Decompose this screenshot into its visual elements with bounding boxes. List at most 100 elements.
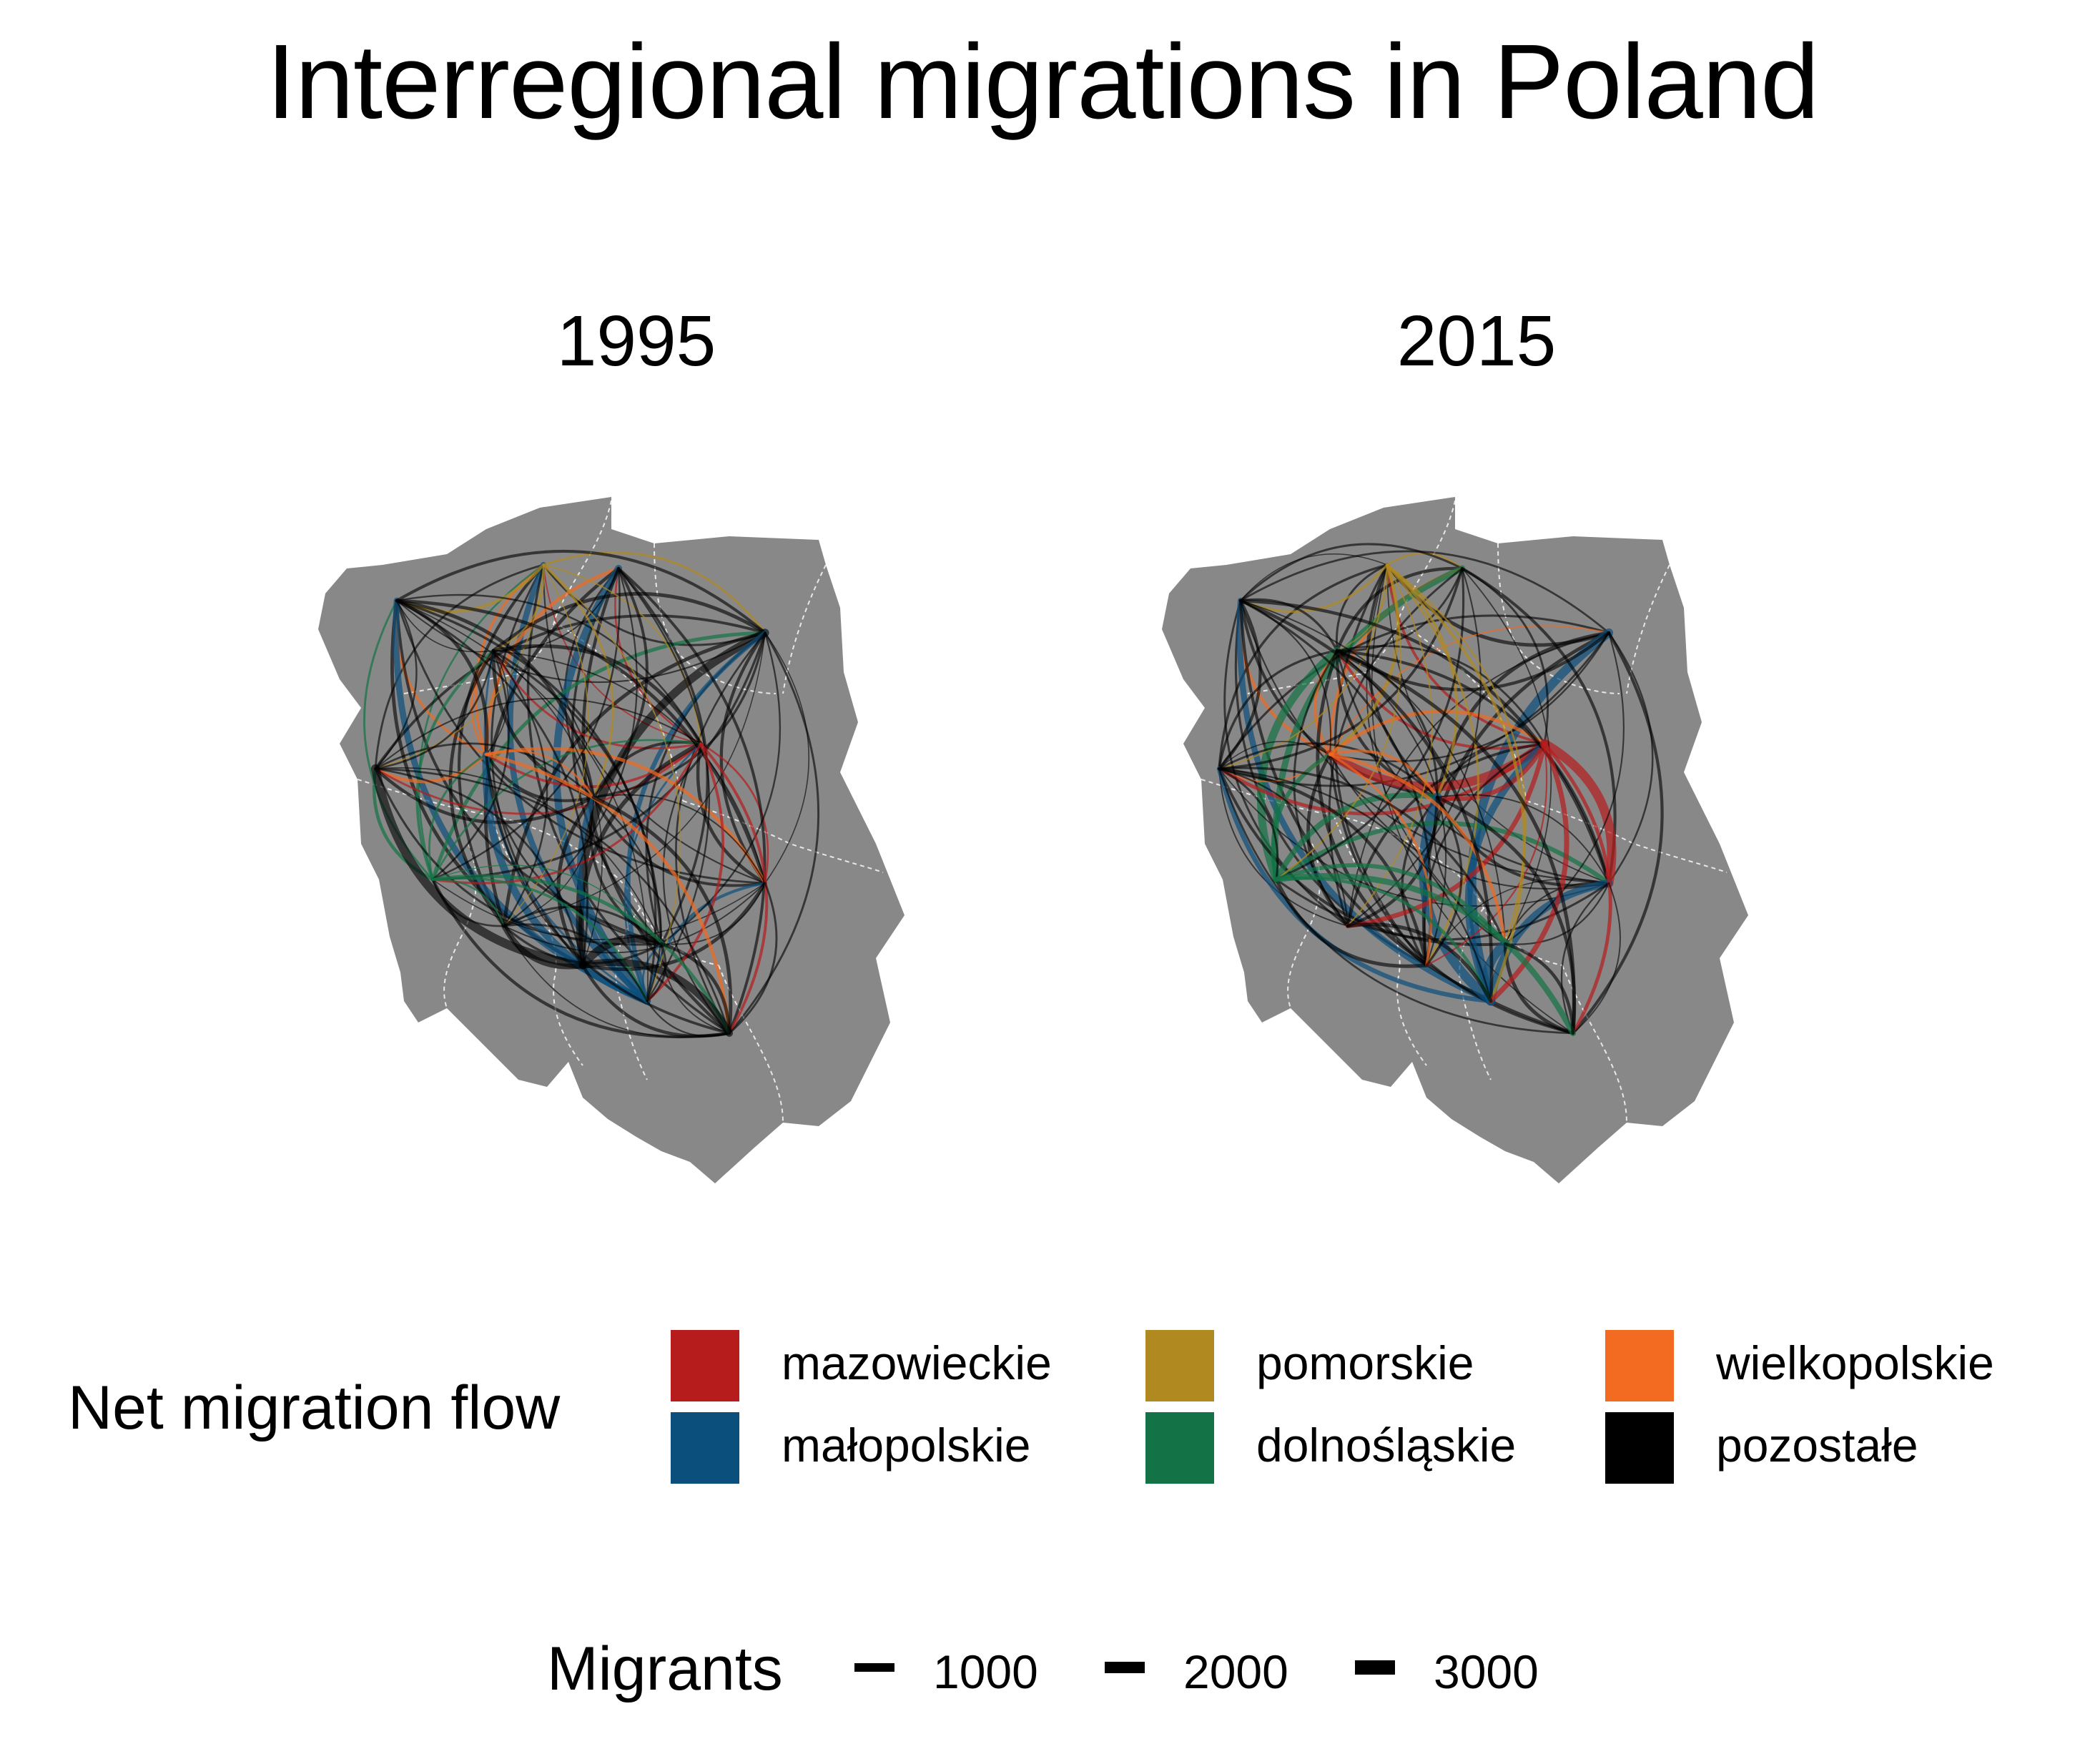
migration-flow — [661, 943, 730, 1034]
legend-swatch — [671, 1412, 739, 1484]
migration-flow — [1316, 649, 1429, 967]
migration-flow — [1419, 792, 1496, 1006]
size-key-line — [1105, 1662, 1145, 1673]
migration-flow — [1218, 631, 1610, 787]
migration-flow — [492, 649, 657, 1002]
migration-flow — [1218, 614, 1610, 770]
migration-flow — [1218, 768, 1349, 927]
migration-flow — [431, 631, 767, 881]
migration-flow — [1329, 753, 1432, 967]
migration-flow — [373, 767, 596, 824]
legend-swatch — [1145, 1330, 1214, 1401]
size-legend-label: 3000 — [1434, 1645, 1539, 1698]
chart-title: Interregional migrations in Poland — [266, 23, 1820, 141]
migration-flow — [617, 567, 710, 1002]
migration-flow — [430, 874, 731, 1035]
region-border — [1497, 543, 1620, 694]
migration-flow — [1434, 741, 1547, 802]
migration-flow — [395, 549, 767, 635]
size-key-line — [854, 1663, 894, 1672]
migration-flow — [542, 551, 767, 634]
size-legend-label: 1000 — [933, 1645, 1038, 1698]
size-key-line — [1355, 1660, 1395, 1675]
migration-flow — [431, 739, 702, 881]
migration-flow — [1306, 752, 1350, 928]
migration-flow — [415, 649, 495, 881]
legend-label: dolnośląskie — [1256, 1419, 1517, 1472]
migration-flow — [1335, 566, 1464, 653]
migration-flow — [374, 599, 418, 770]
migration-flow — [1436, 794, 1610, 884]
region-border — [1287, 843, 1321, 1009]
migration-flow — [396, 600, 494, 653]
migration-flow — [1273, 873, 1577, 1037]
migration-flow — [1328, 709, 1547, 757]
region-border — [654, 543, 777, 694]
size-legend-title: Migrants — [547, 1635, 783, 1703]
migration-flow — [375, 697, 701, 769]
migration-flow — [1275, 563, 1402, 881]
migration-flow — [1460, 566, 1617, 885]
migration-flow — [1217, 598, 1262, 771]
flow-lines-1995 — [363, 549, 819, 1039]
migration-flow — [374, 767, 584, 967]
migration-flow — [591, 795, 733, 1035]
region-border — [553, 621, 684, 802]
region-border — [443, 843, 477, 1009]
migration-flow — [374, 563, 545, 770]
migration-flow — [503, 882, 766, 954]
migration-flow — [646, 1000, 731, 1037]
panel-title-2015: 2015 — [1396, 301, 1557, 381]
migration-flow — [1274, 877, 1429, 968]
map-panel-2015 — [1162, 497, 1748, 1183]
panel-title-1995: 1995 — [556, 301, 716, 381]
legend-title: Net migration flow — [68, 1374, 561, 1442]
migration-flow — [1271, 752, 1332, 882]
migration-flow — [1218, 649, 1339, 770]
region-border — [1459, 907, 1492, 1080]
migration-flow — [1487, 879, 1613, 1005]
legend-swatch — [671, 1330, 739, 1401]
migration-flow — [395, 598, 767, 885]
migration-flow — [1218, 767, 1492, 1002]
region-border — [1247, 671, 1370, 694]
migration-flow — [1504, 631, 1625, 945]
migration-flow — [395, 599, 767, 684]
migration-flow — [395, 599, 588, 967]
migration-flow — [432, 879, 766, 940]
migration-flow — [1325, 739, 1549, 792]
migration-flow — [395, 599, 767, 885]
migration-flow — [1218, 767, 1574, 1035]
migration-flow — [659, 942, 731, 1035]
migration-flow — [1218, 767, 1507, 945]
migration-flow — [1607, 631, 1654, 885]
migration-flow — [571, 567, 663, 945]
migration-flow — [543, 564, 681, 1002]
migration-flow — [458, 563, 545, 927]
migration-flow — [1335, 649, 1611, 885]
legend-label: małopolskie — [782, 1419, 1031, 1472]
migration-flow — [1345, 741, 1547, 929]
migration-flow — [395, 598, 596, 799]
migration-flow — [1572, 882, 1621, 1034]
migration-flow — [491, 644, 703, 746]
migration-flow — [660, 631, 782, 945]
migration-flow — [485, 742, 702, 789]
migration-flow — [1218, 741, 1331, 769]
migration-flow — [661, 882, 766, 945]
migration-flow — [1488, 741, 1569, 1004]
migration-flow — [1257, 646, 1341, 884]
migration-flow — [373, 752, 488, 784]
migration-flow — [1217, 767, 1429, 967]
region-border — [1562, 965, 1627, 1123]
legend-swatch — [1605, 1412, 1674, 1484]
migration-flow — [1503, 942, 1575, 1035]
migration-flow — [1218, 567, 1464, 770]
migration-flow — [1240, 600, 1506, 945]
size-legend-label: 2000 — [1183, 1645, 1288, 1698]
legend-swatch — [1145, 1412, 1214, 1484]
migration-flow — [1239, 599, 1610, 885]
migration-flow — [588, 796, 663, 945]
migration-flow — [1218, 767, 1279, 881]
migration-flow — [1539, 739, 1617, 888]
